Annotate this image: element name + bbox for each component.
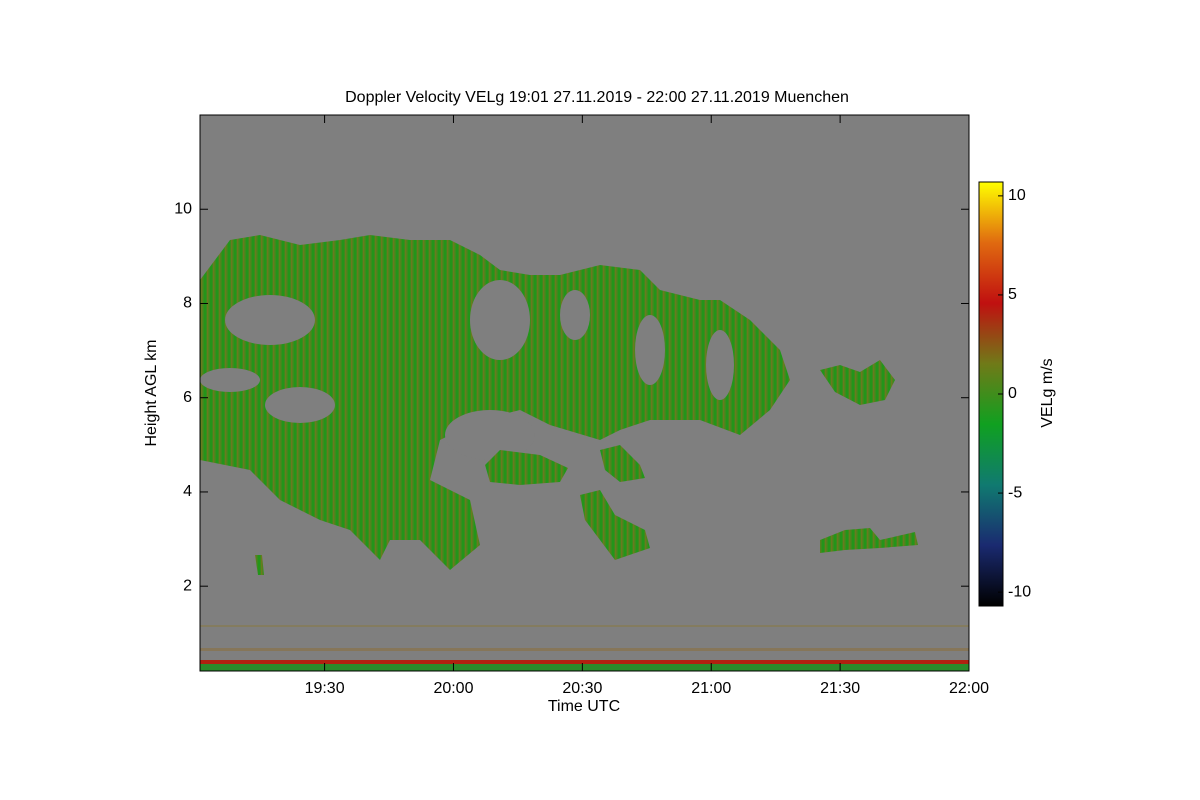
clutter (200, 625, 969, 627)
gap (200, 368, 260, 392)
colorbar-tick-label: -10 (1008, 583, 1031, 600)
gap (445, 410, 535, 460)
cloud (255, 555, 264, 575)
gap (706, 330, 734, 400)
cloud (820, 528, 918, 553)
x-tick-label: 21:30 (820, 680, 860, 697)
gap (470, 280, 530, 360)
x-tick-label: 22:00 (949, 680, 989, 697)
y-tick-label: 8 (183, 295, 192, 312)
ground-echo (200, 660, 969, 664)
colorbar-tick-label: -5 (1008, 484, 1022, 501)
y-tick-label: 4 (183, 483, 192, 500)
cloud (485, 450, 568, 485)
colorbar-tick-label: 0 (1008, 385, 1017, 402)
y-tick-label: 10 (174, 200, 192, 217)
cloud (820, 360, 895, 405)
cloud (200, 235, 790, 570)
x-tick-label: 20:00 (433, 680, 473, 697)
x-tick-label: 19:30 (305, 680, 345, 697)
plot-frame (199, 114, 970, 672)
echo-field (200, 235, 969, 671)
y-tick-label: 6 (183, 389, 192, 406)
chart-title: Doppler Velocity VELg 19:01 27.11.2019 -… (345, 89, 849, 106)
cloud (580, 490, 650, 560)
colorbar-label: VELg m/s (1039, 358, 1056, 427)
y-axis-label: Height AGL km (143, 339, 160, 446)
y-tick-label: 2 (183, 577, 192, 594)
ground-echo (200, 664, 969, 671)
x-tick-label: 21:00 (691, 680, 731, 697)
gap (635, 315, 665, 385)
cloud (600, 445, 645, 482)
gap (225, 295, 315, 345)
gap (265, 387, 335, 423)
colorbar-tick-label: 5 (1008, 286, 1017, 303)
colorbar-tick-label: 10 (1008, 187, 1026, 204)
x-tick-label: 20:30 (562, 680, 602, 697)
x-axis-label: Time UTC (548, 698, 620, 715)
gap (560, 290, 590, 340)
clutter (200, 648, 969, 651)
